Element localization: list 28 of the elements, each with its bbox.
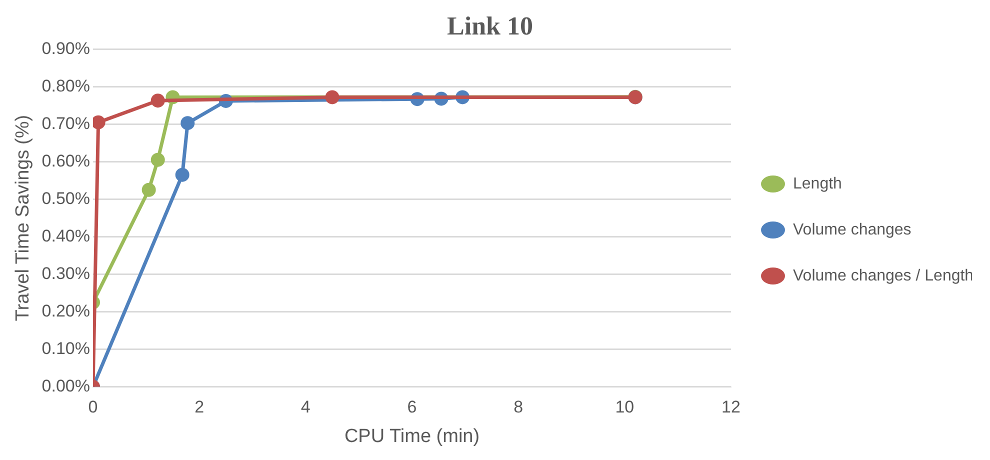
point [142, 182, 156, 197]
legend-label: Volume changes [793, 221, 912, 238]
point [325, 90, 340, 104]
y-tick-label: 0.30% [42, 264, 90, 283]
y-axis-title: Travel Time Savings (%) [12, 114, 34, 322]
y-tick-label: 0.50% [42, 188, 90, 208]
y-tick-label: 0.70% [42, 114, 90, 133]
point [175, 168, 190, 182]
x-tick-label: 4 [300, 398, 310, 417]
y-tick-label: 0.60% [42, 151, 90, 170]
y-tick-label: 0.40% [42, 226, 90, 246]
y-tick-label: 0.80% [42, 76, 90, 96]
x-tick-label: 2 [194, 398, 204, 417]
legend-label: Length [793, 175, 842, 192]
point [180, 116, 195, 130]
chart-title: Link 10 [447, 11, 533, 40]
x-tick-label: 10 [615, 398, 634, 417]
point [150, 94, 165, 108]
y-tick-label: 0.90% [42, 38, 90, 58]
x-tick-label: 6 [407, 398, 417, 417]
x-tick-label: 0 [88, 398, 98, 417]
point [150, 152, 165, 167]
x-axis-title: CPU Time (min) [344, 426, 480, 447]
y-tick-label: 0.20% [42, 301, 90, 320]
x-tick-label: 8 [514, 398, 524, 417]
y-tick-label: 0.10% [42, 338, 90, 358]
x-tick-label: 12 [722, 398, 740, 417]
y-tick-label: 0.00% [42, 376, 90, 396]
